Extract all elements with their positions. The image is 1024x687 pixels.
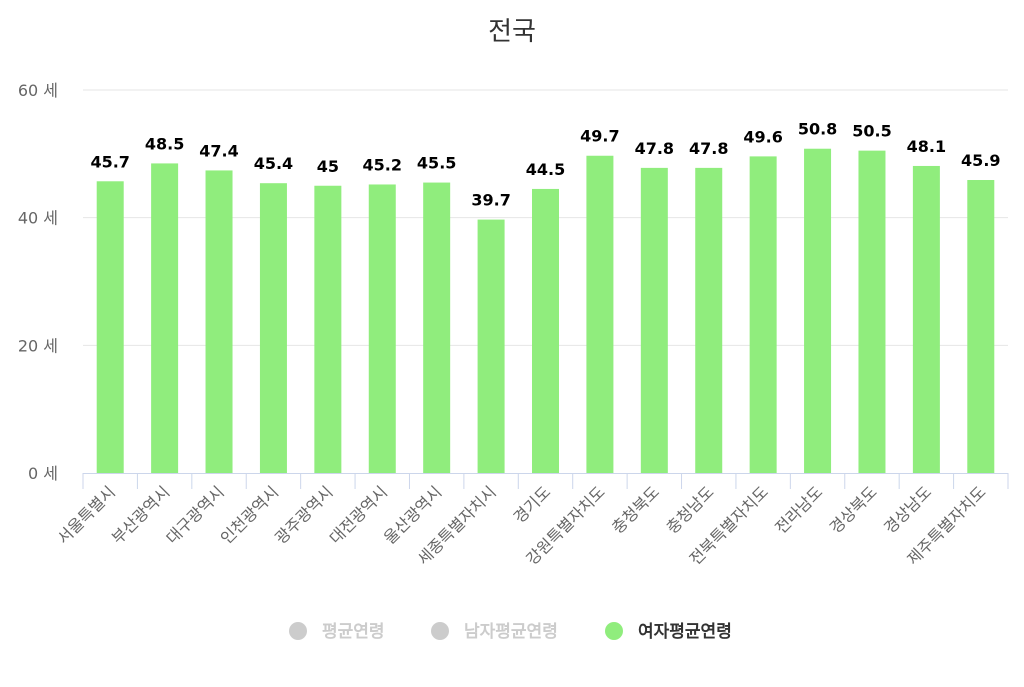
bar[interactable] [151, 163, 179, 474]
legend-item[interactable]: 남자평균연령 [431, 621, 558, 642]
bar[interactable] [477, 219, 505, 473]
data-label: 48.5 [145, 134, 184, 153]
legend-marker-icon [605, 622, 623, 640]
data-label: 45.7 [90, 152, 129, 171]
data-label: 47.8 [635, 139, 674, 158]
bar[interactable] [368, 184, 396, 473]
legend-label: 여자평균연령 [638, 621, 732, 642]
data-label: 45.2 [363, 155, 402, 174]
x-tick-label: 경상북도 [826, 482, 881, 537]
y-tick-label: 60 세 [18, 81, 58, 100]
y-tick-label: 20 세 [18, 336, 58, 355]
data-label: 47.8 [689, 139, 728, 158]
data-label: 50.5 [852, 122, 891, 141]
bar[interactable] [532, 188, 559, 474]
data-label: 39.7 [471, 191, 510, 210]
legend-item[interactable]: 평균연령 [289, 621, 385, 642]
data-label: 45.4 [254, 154, 293, 173]
x-tick-label: 대전광역시 [326, 482, 391, 547]
data-label: 50.8 [798, 120, 837, 139]
data-label: 45.5 [417, 154, 456, 173]
y-tick-label: 0 세 [28, 464, 58, 483]
legend-marker-icon [431, 622, 449, 640]
x-tick-label: 부산광역시 [108, 482, 173, 547]
x-tick-label: 경상남도 [880, 482, 935, 537]
x-tick-label: 전라남도 [771, 482, 826, 537]
bar[interactable] [912, 165, 940, 473]
data-label: 45 [317, 157, 339, 176]
x-tick-label: 충청북도 [608, 482, 663, 537]
bar[interactable] [695, 167, 723, 474]
bar[interactable] [640, 167, 668, 474]
bar[interactable] [804, 148, 832, 473]
data-label: 44.5 [526, 160, 565, 179]
bar[interactable] [586, 155, 614, 473]
legend-item[interactable]: 여자평균연령 [605, 621, 732, 642]
legend-marker-icon [289, 622, 307, 640]
y-tick-label: 40 세 [18, 209, 58, 228]
data-label: 45.9 [961, 151, 1000, 170]
x-tick-label: 서울특별시 [54, 482, 119, 547]
bar[interactable] [749, 156, 777, 474]
x-tick-label: 광주광역시 [271, 482, 336, 547]
x-tick-label: 충청남도 [662, 482, 717, 537]
data-label: 49.6 [743, 127, 782, 146]
bar[interactable] [967, 180, 995, 473]
x-tick-label: 대구광역시 [162, 482, 227, 547]
bar[interactable] [858, 150, 886, 473]
legend-label: 평균연령 [322, 621, 385, 642]
bar[interactable] [259, 183, 287, 474]
data-label: 48.1 [907, 137, 946, 156]
bar[interactable] [205, 170, 233, 473]
data-label: 49.7 [580, 127, 619, 146]
bar[interactable] [423, 182, 451, 473]
x-tick-label: 경기도 [510, 482, 555, 527]
chart-title: 전국 [488, 17, 536, 47]
bar[interactable] [96, 181, 124, 473]
legend-label: 남자평균연령 [464, 621, 558, 642]
x-tick-label: 인천광역시 [217, 482, 282, 547]
data-label: 47.4 [199, 141, 238, 160]
bar[interactable] [314, 185, 342, 473]
